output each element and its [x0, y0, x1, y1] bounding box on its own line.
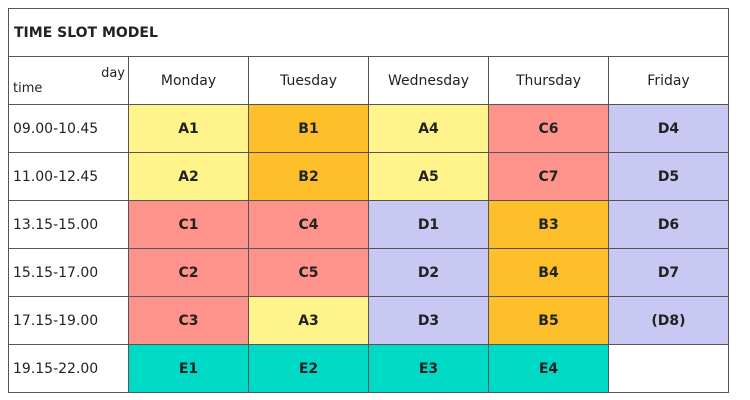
slot-cell: B1: [248, 104, 369, 153]
time-cell: 11.00-12.45: [8, 152, 129, 201]
time-slot-table: TIME SLOT MODEL day time Monday Tuesday …: [8, 8, 729, 393]
corner-day-label: day: [101, 66, 125, 81]
slot-cell: E2: [248, 344, 369, 393]
slot-cell: B5: [488, 296, 609, 345]
slot-cell: A5: [368, 152, 489, 201]
day-header-friday: Friday: [608, 56, 729, 105]
slot-cell: D3: [368, 296, 489, 345]
slot-cell: D6: [608, 200, 729, 249]
slot-cell: A1: [128, 104, 249, 153]
slot-cell: A2: [128, 152, 249, 201]
table-title: TIME SLOT MODEL: [8, 8, 729, 57]
corner-time-label: time: [13, 81, 43, 96]
day-header-tuesday: Tuesday: [248, 56, 369, 105]
empty-slot-cell: [608, 344, 729, 393]
time-cell: 19.15-22.00: [8, 344, 129, 393]
slot-cell: C5: [248, 248, 369, 297]
slot-cell: C4: [248, 200, 369, 249]
slot-cell: C1: [128, 200, 249, 249]
table-row: 17.15-19.00 C3 A3 D3 B5 (D8): [8, 296, 729, 345]
slot-cell: D7: [608, 248, 729, 297]
slot-cell: A3: [248, 296, 369, 345]
time-cell: 09.00-10.45: [8, 104, 129, 153]
table-row: 09.00-10.45 A1 B1 A4 C6 D4: [8, 104, 729, 153]
slot-cell: D1: [368, 200, 489, 249]
slot-cell: C2: [128, 248, 249, 297]
table-row: 15.15-17.00 C2 C5 D2 B4 D7: [8, 248, 729, 297]
corner-cell: day time: [8, 56, 129, 105]
slot-cell: B4: [488, 248, 609, 297]
slot-cell: B3: [488, 200, 609, 249]
slot-cell: C6: [488, 104, 609, 153]
slot-cell: (D8): [608, 296, 729, 345]
time-cell: 13.15-15.00: [8, 200, 129, 249]
slot-cell: D5: [608, 152, 729, 201]
slot-cell: C3: [128, 296, 249, 345]
slot-cell: E1: [128, 344, 249, 393]
slot-cell: D2: [368, 248, 489, 297]
table-row: 19.15-22.00 E1 E2 E3 E4: [8, 344, 729, 393]
table-row: 13.15-15.00 C1 C4 D1 B3 D6: [8, 200, 729, 249]
day-header-wednesday: Wednesday: [368, 56, 489, 105]
day-header-monday: Monday: [128, 56, 249, 105]
time-cell: 15.15-17.00: [8, 248, 129, 297]
time-cell: 17.15-19.00: [8, 296, 129, 345]
slot-cell: E3: [368, 344, 489, 393]
header-row: day time Monday Tuesday Wednesday Thursd…: [8, 56, 729, 105]
slot-cell: B2: [248, 152, 369, 201]
slot-cell: C7: [488, 152, 609, 201]
slot-cell: D4: [608, 104, 729, 153]
title-row: TIME SLOT MODEL: [8, 8, 729, 57]
slot-cell: A4: [368, 104, 489, 153]
day-header-thursday: Thursday: [488, 56, 609, 105]
slot-cell: E4: [488, 344, 609, 393]
table-row: 11.00-12.45 A2 B2 A5 C7 D5: [8, 152, 729, 201]
